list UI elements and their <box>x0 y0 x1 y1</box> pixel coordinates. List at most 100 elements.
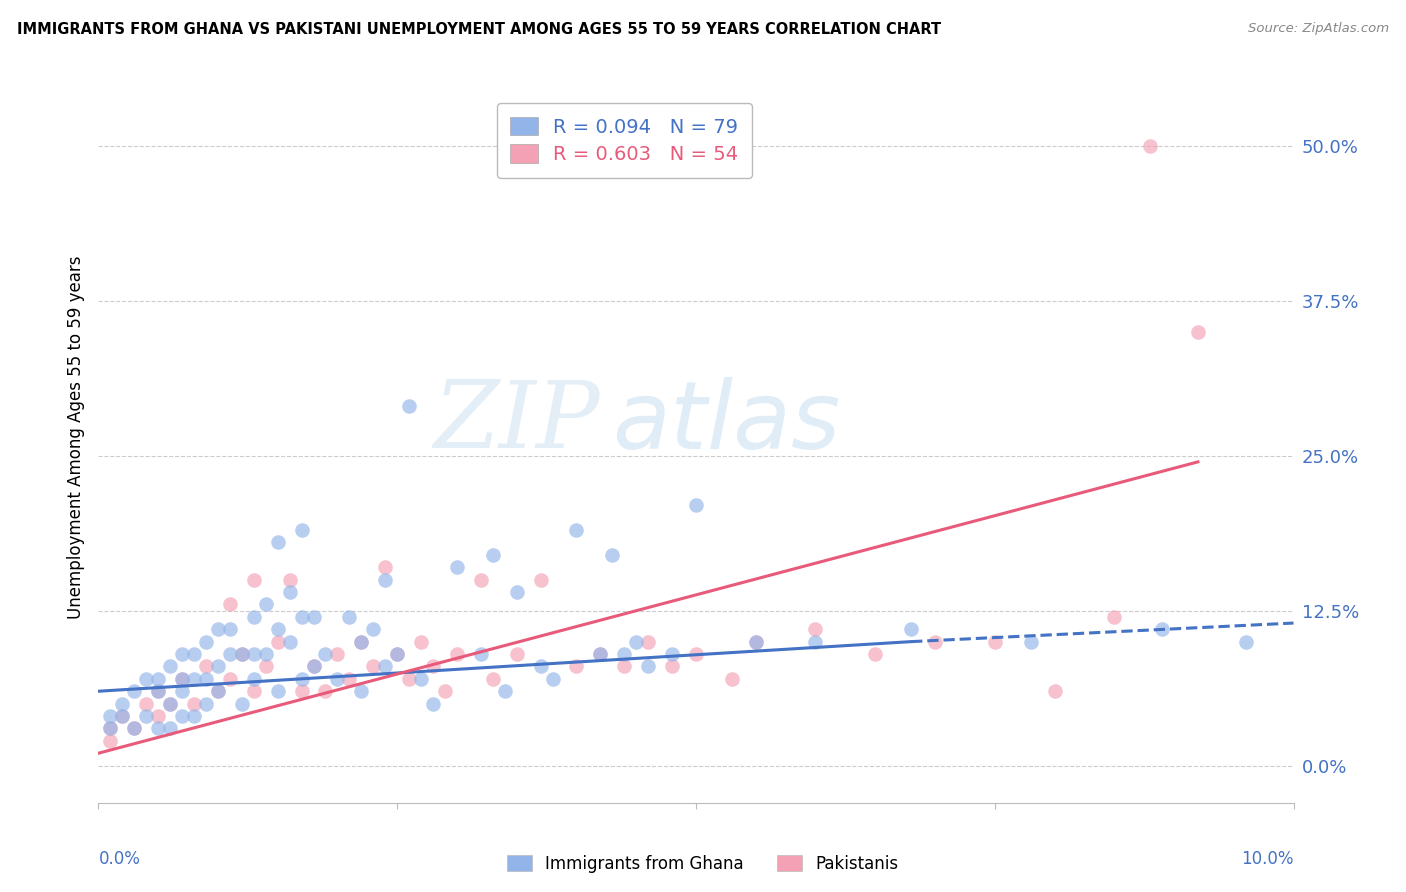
Point <box>291 672 314 686</box>
Point <box>98 722 122 736</box>
Y-axis label: Unemployment Among Ages 55 to 59 years: Unemployment Among Ages 55 to 59 years <box>66 255 84 619</box>
Point <box>302 610 325 624</box>
Point <box>159 697 181 711</box>
Point <box>1139 138 1161 153</box>
Point <box>470 573 492 587</box>
Text: IMMIGRANTS FROM GHANA VS PAKISTANI UNEMPLOYMENT AMONG AGES 55 TO 59 YEARS CORREL: IMMIGRANTS FROM GHANA VS PAKISTANI UNEMP… <box>17 22 941 37</box>
Point <box>159 659 181 673</box>
Point <box>602 548 624 562</box>
Point <box>243 610 266 624</box>
Point <box>219 647 242 661</box>
Point <box>111 709 134 723</box>
Point <box>363 659 385 673</box>
Point <box>745 634 768 648</box>
Point <box>374 560 396 574</box>
Point <box>159 722 181 736</box>
Point <box>804 634 827 648</box>
Point <box>148 722 170 736</box>
Point <box>278 573 301 587</box>
Point <box>1234 634 1257 648</box>
Legend: Immigrants from Ghana, Pakistanis: Immigrants from Ghana, Pakistanis <box>501 848 905 880</box>
Point <box>207 659 229 673</box>
Point <box>745 634 768 648</box>
Point <box>900 622 922 636</box>
Point <box>207 622 229 636</box>
Point <box>865 647 887 661</box>
Point <box>661 659 683 673</box>
Point <box>613 659 636 673</box>
Point <box>470 647 492 661</box>
Point <box>148 672 170 686</box>
Point <box>159 697 181 711</box>
Point <box>1043 684 1066 698</box>
Point <box>434 684 457 698</box>
Point <box>924 634 946 648</box>
Point <box>350 634 373 648</box>
Text: 10.0%: 10.0% <box>1241 850 1294 868</box>
Point <box>207 684 229 698</box>
Point <box>124 684 146 698</box>
Point <box>315 647 337 661</box>
Point <box>124 722 146 736</box>
Point <box>1104 610 1126 624</box>
Point <box>565 523 588 537</box>
Point <box>172 647 194 661</box>
Point <box>685 647 707 661</box>
Point <box>124 722 146 736</box>
Point <box>385 647 409 661</box>
Point <box>183 697 205 711</box>
Point <box>494 684 516 698</box>
Point <box>278 634 301 648</box>
Point <box>195 634 218 648</box>
Point <box>506 585 529 599</box>
Point <box>219 622 242 636</box>
Point <box>267 634 290 648</box>
Point <box>291 684 314 698</box>
Legend: R = 0.094   N = 79, R = 0.603   N = 54: R = 0.094 N = 79, R = 0.603 N = 54 <box>496 103 752 178</box>
Point <box>411 672 433 686</box>
Point <box>398 672 420 686</box>
Point <box>98 709 122 723</box>
Point <box>172 684 194 698</box>
Point <box>411 634 433 648</box>
Point <box>231 647 253 661</box>
Point <box>685 498 707 512</box>
Point <box>172 672 194 686</box>
Text: atlas: atlas <box>613 377 841 468</box>
Point <box>565 659 588 673</box>
Point <box>243 684 266 698</box>
Point <box>254 659 277 673</box>
Point <box>804 622 827 636</box>
Text: Source: ZipAtlas.com: Source: ZipAtlas.com <box>1249 22 1389 36</box>
Point <box>195 659 218 673</box>
Point <box>637 634 659 648</box>
Point <box>326 672 349 686</box>
Point <box>385 647 409 661</box>
Point <box>183 647 205 661</box>
Point <box>172 672 194 686</box>
Point <box>350 684 373 698</box>
Point <box>98 722 122 736</box>
Point <box>267 684 290 698</box>
Point <box>254 598 277 612</box>
Point <box>135 709 157 723</box>
Point <box>984 634 1007 648</box>
Point <box>530 573 553 587</box>
Point <box>267 622 290 636</box>
Point <box>111 709 134 723</box>
Point <box>1187 325 1209 339</box>
Point <box>291 523 314 537</box>
Point <box>302 659 325 673</box>
Point <box>422 659 444 673</box>
Point <box>363 622 385 636</box>
Point <box>315 684 337 698</box>
Point <box>374 659 396 673</box>
Point <box>446 647 468 661</box>
Text: 0.0%: 0.0% <box>98 850 141 868</box>
Point <box>626 634 648 648</box>
Point <box>589 647 612 661</box>
Point <box>148 684 170 698</box>
Point <box>506 647 529 661</box>
Point <box>254 647 277 661</box>
Point <box>339 672 361 686</box>
